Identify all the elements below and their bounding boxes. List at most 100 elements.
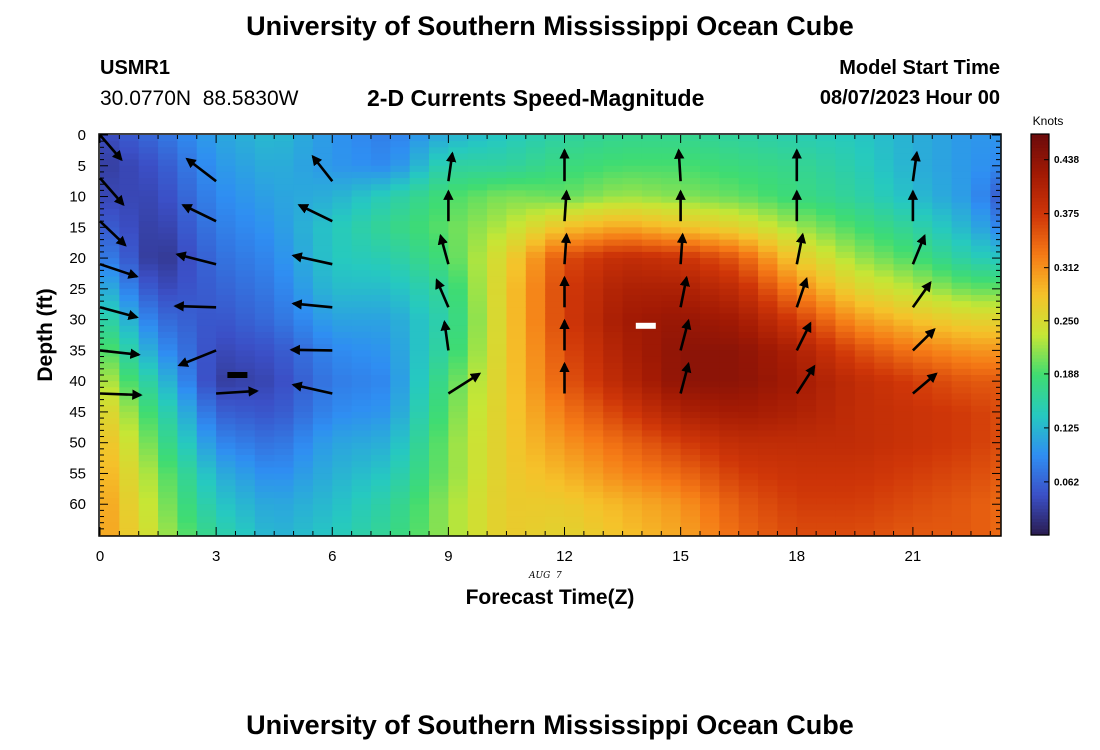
heatmap-cell bbox=[487, 473, 508, 481]
heatmap-cell bbox=[874, 282, 895, 290]
heatmap-cell bbox=[177, 387, 198, 395]
heatmap-cell bbox=[990, 184, 1001, 191]
heatmap-cell bbox=[603, 159, 624, 167]
heatmap-cell bbox=[719, 325, 740, 333]
heatmap-cell bbox=[119, 442, 140, 450]
heatmap-cell bbox=[874, 344, 895, 351]
heatmap-cell bbox=[138, 350, 159, 358]
heatmap-cell bbox=[216, 473, 237, 481]
heatmap-cell bbox=[525, 455, 546, 462]
heatmap-cell bbox=[545, 245, 566, 253]
heatmap-cell bbox=[487, 313, 508, 321]
heatmap-cell bbox=[448, 307, 469, 315]
heatmap-cell bbox=[100, 153, 120, 161]
heatmap-cell bbox=[332, 313, 353, 321]
heatmap-cell bbox=[525, 307, 546, 315]
current-vector bbox=[291, 299, 333, 310]
heatmap-cell bbox=[564, 202, 585, 210]
heatmap-cell bbox=[893, 171, 914, 179]
heatmap-cell bbox=[758, 171, 779, 179]
heatmap-cell bbox=[893, 325, 914, 333]
heatmap-cell bbox=[216, 424, 237, 431]
heatmap-cell bbox=[487, 245, 508, 253]
heatmap-cell bbox=[351, 196, 372, 204]
heatmap-cell bbox=[641, 270, 662, 278]
heatmap-cell bbox=[622, 202, 643, 210]
heatmap-cell bbox=[332, 362, 353, 370]
heatmap-cell bbox=[758, 418, 779, 425]
heatmap-cell bbox=[216, 196, 237, 204]
heatmap-cell bbox=[100, 233, 120, 241]
heatmap-cell bbox=[719, 405, 740, 413]
heatmap-cell bbox=[951, 356, 972, 364]
heatmap-cell bbox=[138, 221, 159, 228]
heatmap-cell bbox=[835, 196, 856, 204]
colorbar-segment bbox=[1031, 367, 1049, 372]
heatmap-cell bbox=[467, 190, 488, 198]
heatmap-cell bbox=[370, 307, 391, 315]
heatmap-cell bbox=[158, 245, 179, 253]
heatmap-cell bbox=[177, 276, 198, 284]
heatmap-cell bbox=[332, 227, 353, 235]
heatmap-cell bbox=[893, 159, 914, 167]
heatmap-cell bbox=[893, 135, 914, 142]
heatmap-cell bbox=[545, 208, 566, 216]
heatmap-cell bbox=[370, 356, 391, 364]
heatmap-cell bbox=[448, 516, 469, 524]
heatmap-cell bbox=[293, 368, 314, 376]
heatmap-cell bbox=[138, 184, 159, 191]
heatmap-cell bbox=[100, 510, 120, 518]
heatmap-cell bbox=[796, 381, 817, 388]
heatmap-cell bbox=[564, 338, 585, 345]
heatmap-cell bbox=[603, 251, 624, 259]
heatmap-cell bbox=[738, 528, 759, 536]
heatmap-cell bbox=[622, 528, 643, 536]
heatmap-cell bbox=[138, 467, 159, 475]
heatmap-cell bbox=[777, 147, 798, 155]
heatmap-cell bbox=[680, 399, 701, 407]
heatmap-cell bbox=[796, 159, 817, 167]
heatmap-cell bbox=[138, 258, 159, 265]
heatmap-cell bbox=[312, 393, 333, 401]
heatmap-cell bbox=[932, 368, 953, 376]
heatmap-cell bbox=[777, 344, 798, 351]
heatmap-cell bbox=[680, 147, 701, 155]
heatmap-cell bbox=[893, 190, 914, 198]
heatmap-cell bbox=[216, 319, 237, 327]
heatmap-cell bbox=[835, 153, 856, 161]
heatmap-cell bbox=[119, 184, 140, 191]
heatmap-cell bbox=[506, 141, 527, 148]
heatmap-cell bbox=[912, 313, 933, 321]
heatmap-cell bbox=[932, 510, 953, 518]
heatmap-cell bbox=[932, 344, 953, 351]
heatmap-cell bbox=[235, 233, 256, 241]
heatmap-cell bbox=[312, 516, 333, 524]
current-vector bbox=[911, 328, 936, 352]
heatmap-cell bbox=[525, 510, 546, 518]
heatmap-cell bbox=[622, 510, 643, 518]
heatmap-cell bbox=[835, 516, 856, 524]
heatmap-cell bbox=[254, 528, 275, 536]
heatmap-cell bbox=[990, 479, 1001, 487]
current-vector bbox=[99, 262, 139, 279]
heatmap-cell bbox=[835, 313, 856, 321]
heatmap-cell bbox=[932, 178, 953, 185]
heatmap-cell bbox=[661, 442, 682, 450]
heatmap-cell bbox=[506, 239, 527, 247]
heatmap-cell bbox=[332, 455, 353, 462]
heatmap-cell bbox=[970, 381, 991, 388]
heatmap-cell bbox=[893, 288, 914, 296]
current-vector bbox=[676, 232, 688, 265]
heatmap-cell bbox=[100, 270, 120, 278]
heatmap-cell bbox=[332, 504, 353, 511]
heatmap-cell bbox=[835, 381, 856, 388]
heatmap-cell bbox=[641, 325, 662, 333]
heatmap-cell bbox=[583, 467, 604, 475]
heatmap-cell bbox=[622, 498, 643, 505]
heatmap-cell bbox=[951, 165, 972, 173]
heatmap-cell bbox=[758, 159, 779, 167]
heatmap-cell bbox=[467, 307, 488, 315]
colorbar-segment bbox=[1031, 274, 1049, 279]
heatmap-cell bbox=[622, 245, 643, 253]
heatmap-cell bbox=[254, 202, 275, 210]
